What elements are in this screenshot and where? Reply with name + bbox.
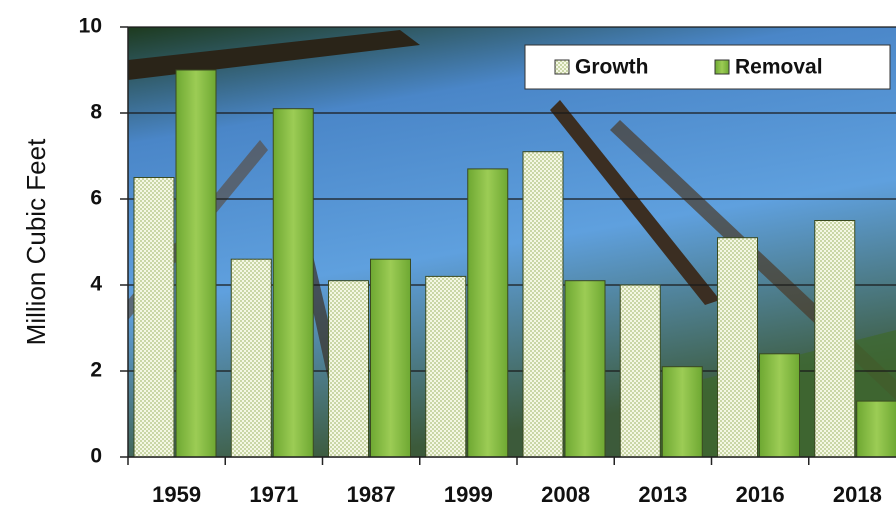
x-tick-label: 2013	[638, 482, 687, 507]
x-tick-label: 2016	[736, 482, 785, 507]
y-tick-label: 6	[90, 187, 102, 210]
y-tick-label: 0	[90, 445, 102, 468]
bar	[857, 401, 896, 457]
bar	[176, 70, 216, 457]
chart: Million Cubic Feet 0 2 4 6 8 10 1959 1971 1987 19…	[0, 0, 896, 510]
bar	[620, 285, 660, 457]
bar	[760, 354, 800, 457]
bar	[815, 221, 855, 458]
page: {"chart_data": {"type": "bar", "y_label"…	[0, 0, 896, 510]
bar	[565, 281, 605, 457]
bar	[718, 238, 758, 457]
legend-swatch	[715, 60, 729, 74]
x-tick-label: 2008	[541, 482, 590, 507]
bar	[426, 276, 466, 457]
y-tick-label: 2	[90, 359, 102, 382]
bar	[662, 367, 702, 457]
legend-label: Removal	[735, 56, 823, 79]
bar	[134, 178, 174, 458]
x-tick-label: 1971	[249, 482, 298, 507]
legend-label: Growth	[575, 56, 649, 79]
y-tick-label: 8	[90, 101, 102, 124]
x-tick-label: 1959	[152, 482, 201, 507]
bar	[231, 259, 271, 457]
y-tick-label: 10	[79, 15, 102, 38]
y-tick-label: 4	[90, 273, 102, 296]
legend-swatch	[555, 60, 569, 74]
y-axis-title: Million Cubic Feet	[21, 138, 51, 345]
x-tick-label: 2018	[833, 482, 882, 507]
x-tick-label: 1999	[444, 482, 493, 507]
bar	[468, 169, 508, 457]
bar	[329, 281, 369, 457]
bar	[273, 109, 313, 457]
x-tick-label: 1987	[347, 482, 396, 507]
bar	[523, 152, 563, 457]
bar	[371, 259, 411, 457]
